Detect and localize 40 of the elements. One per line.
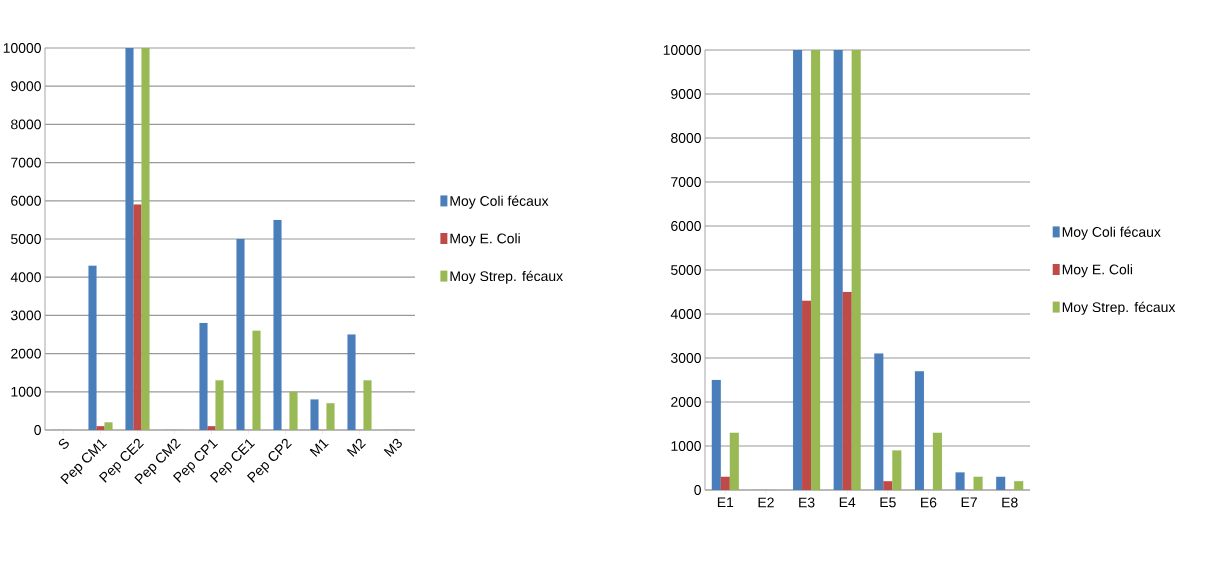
legend-label: Moy Coli fécaux xyxy=(1062,226,1161,240)
y-tick-label: 3000 xyxy=(670,353,701,363)
y-tick-label: 8000 xyxy=(11,119,41,130)
y-tick-label: 2000 xyxy=(671,397,701,407)
x-tick-label: E7 xyxy=(961,497,977,508)
x-tick-label: E1 xyxy=(717,497,734,508)
y-tick-label: 7000 xyxy=(11,157,41,168)
y-tick-label: 3000 xyxy=(10,310,41,321)
y-tick-label: 6000 xyxy=(11,195,41,206)
y-tick-label: 5000 xyxy=(11,234,41,244)
legend-label: Moy Strep. fécaux xyxy=(450,270,563,284)
x-tick-label: S xyxy=(58,438,69,449)
y-tick-label: 6000 xyxy=(671,221,701,231)
y-tick-label: 4000 xyxy=(670,309,701,319)
y-tick-label: 0 xyxy=(694,485,701,495)
x-tick-label: E3 xyxy=(799,497,815,508)
y-tick-label: 5000 xyxy=(671,265,701,275)
x-tick-label: M1 xyxy=(309,439,329,457)
y-tick-label: 2000 xyxy=(11,348,41,359)
x-tick-label: E4 xyxy=(839,497,856,508)
y-tick-label: 0 xyxy=(34,425,41,435)
y-tick-label: 10000 xyxy=(3,43,41,53)
x-tick-label: E8 xyxy=(1002,497,1018,508)
y-tick-label: 9000 xyxy=(11,81,41,92)
x-tick-label: M3 xyxy=(383,438,402,457)
y-tick-label: 4000 xyxy=(10,272,41,283)
legend-label: Moy Coli fécaux xyxy=(450,195,549,209)
legend-label: Moy E. Coli xyxy=(450,233,520,247)
legend-label: Moy Strep. fécaux xyxy=(1062,301,1176,315)
y-tick-label: 7000 xyxy=(671,177,701,187)
y-tick-label: 9000 xyxy=(671,89,701,99)
x-tick-label: E5 xyxy=(880,497,896,508)
y-tick-label: 10000 xyxy=(663,45,701,55)
legend-label: Moy E. Coli xyxy=(1062,264,1133,278)
x-tick-label: M2 xyxy=(346,438,366,457)
y-tick-label: 1000 xyxy=(11,386,41,397)
y-tick-label: 8000 xyxy=(671,133,701,143)
x-tick-label: E6 xyxy=(921,497,937,508)
y-tick-label: 1000 xyxy=(671,441,701,451)
x-tick-label: E2 xyxy=(758,497,774,508)
